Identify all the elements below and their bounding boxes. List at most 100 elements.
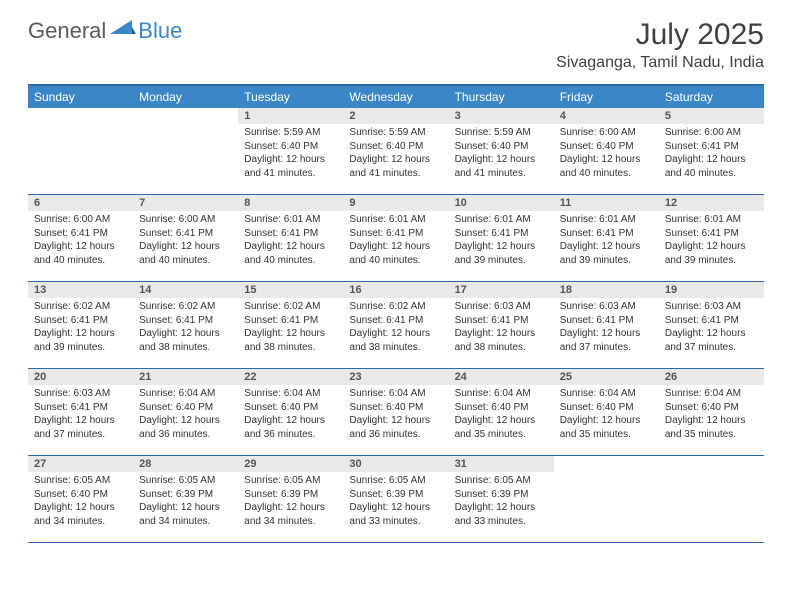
sunset-text: Sunset: 6:39 PM (244, 488, 337, 502)
daylight-text: Daylight: 12 hours and 35 minutes. (455, 414, 548, 441)
daylight-text: Daylight: 12 hours and 37 minutes. (665, 327, 758, 354)
daylight-text: Daylight: 12 hours and 41 minutes. (244, 153, 337, 180)
sunrise-text: Sunrise: 6:00 AM (139, 213, 232, 227)
day-cell: 5Sunrise: 6:00 AMSunset: 6:41 PMDaylight… (659, 108, 764, 194)
daylight-text: Daylight: 12 hours and 40 minutes. (560, 153, 653, 180)
sunrise-text: Sunrise: 6:02 AM (139, 300, 232, 314)
sunset-text: Sunset: 6:40 PM (244, 140, 337, 154)
day-number: 28 (133, 456, 238, 472)
title-block: July 2025 Sivaganga, Tamil Nadu, India (556, 18, 764, 72)
sunrise-text: Sunrise: 6:03 AM (34, 387, 127, 401)
day-cell (659, 456, 764, 542)
day-number: 14 (133, 282, 238, 298)
day-number: 11 (554, 195, 659, 211)
sunrise-text: Sunrise: 6:00 AM (665, 126, 758, 140)
day-body: Sunrise: 6:03 AMSunset: 6:41 PMDaylight:… (28, 385, 133, 445)
sunset-text: Sunset: 6:41 PM (455, 227, 548, 241)
day-body: Sunrise: 6:05 AMSunset: 6:40 PMDaylight:… (28, 472, 133, 532)
daylight-text: Daylight: 12 hours and 36 minutes. (349, 414, 442, 441)
day-body: Sunrise: 6:05 AMSunset: 6:39 PMDaylight:… (133, 472, 238, 532)
sunset-text: Sunset: 6:40 PM (244, 401, 337, 415)
sunset-text: Sunset: 6:41 PM (349, 227, 442, 241)
day-body: Sunrise: 6:01 AMSunset: 6:41 PMDaylight:… (554, 211, 659, 271)
day-number: 29 (238, 456, 343, 472)
sunset-text: Sunset: 6:40 PM (139, 401, 232, 415)
day-header-cell: Thursday (449, 86, 554, 108)
week-row: 6Sunrise: 6:00 AMSunset: 6:41 PMDaylight… (28, 195, 764, 282)
day-cell: 14Sunrise: 6:02 AMSunset: 6:41 PMDayligh… (133, 282, 238, 368)
day-body: Sunrise: 6:04 AMSunset: 6:40 PMDaylight:… (659, 385, 764, 445)
day-cell: 15Sunrise: 6:02 AMSunset: 6:41 PMDayligh… (238, 282, 343, 368)
day-body: Sunrise: 6:04 AMSunset: 6:40 PMDaylight:… (343, 385, 448, 445)
day-header-cell: Tuesday (238, 86, 343, 108)
day-number: 24 (449, 369, 554, 385)
daylight-text: Daylight: 12 hours and 41 minutes. (455, 153, 548, 180)
day-body: Sunrise: 6:02 AMSunset: 6:41 PMDaylight:… (238, 298, 343, 358)
day-number: 18 (554, 282, 659, 298)
day-header-cell: Friday (554, 86, 659, 108)
daylight-text: Daylight: 12 hours and 39 minutes. (560, 240, 653, 267)
day-body: Sunrise: 6:01 AMSunset: 6:41 PMDaylight:… (659, 211, 764, 271)
day-body: Sunrise: 6:05 AMSunset: 6:39 PMDaylight:… (449, 472, 554, 532)
sunset-text: Sunset: 6:40 PM (349, 401, 442, 415)
daylight-text: Daylight: 12 hours and 35 minutes. (560, 414, 653, 441)
day-number (28, 108, 133, 124)
sunset-text: Sunset: 6:41 PM (34, 401, 127, 415)
daylight-text: Daylight: 12 hours and 36 minutes. (139, 414, 232, 441)
day-number: 16 (343, 282, 448, 298)
day-cell: 29 Sunrise: 6:05 AMSunset: 6:39 PMDayligh… (238, 456, 343, 542)
day-number: 7 (133, 195, 238, 211)
day-cell: 24Sunrise: 6:04 AMSunset: 6:40 PMDayligh… (449, 369, 554, 455)
sunrise-text: Sunrise: 6:05 AM (244, 474, 337, 488)
logo-text-blue: Blue (138, 18, 182, 44)
day-body: Sunrise: 6:04 AMSunset: 6:40 PMDaylight:… (238, 385, 343, 445)
week-row: 1Sunrise: 5:59 AMSunset: 6:40 PMDaylight… (28, 108, 764, 195)
sunrise-text: Sunrise: 6:00 AM (560, 126, 653, 140)
sunset-text: Sunset: 6:40 PM (349, 140, 442, 154)
day-number: 5 (659, 108, 764, 124)
daylight-text: Daylight: 12 hours and 40 minutes. (244, 240, 337, 267)
day-number: 31 (449, 456, 554, 472)
daylight-text: Daylight: 12 hours and 38 minutes. (455, 327, 548, 354)
sunset-text: Sunset: 6:41 PM (34, 314, 127, 328)
week-row: 20Sunrise: 6:03 AMSunset: 6:41 PMDayligh… (28, 369, 764, 456)
sunset-text: Sunset: 6:40 PM (560, 140, 653, 154)
sunset-text: Sunset: 6:40 PM (455, 140, 548, 154)
daylight-text: Daylight: 12 hours and 38 minutes. (139, 327, 232, 354)
daylight-text: Daylight: 12 hours and 36 minutes. (244, 414, 337, 441)
sunrise-text: Sunrise: 6:01 AM (349, 213, 442, 227)
day-number: 30 (343, 456, 448, 472)
day-cell: 22Sunrise: 6:04 AMSunset: 6:40 PMDayligh… (238, 369, 343, 455)
daylight-text: Daylight: 12 hours and 40 minutes. (349, 240, 442, 267)
sunrise-text: Sunrise: 6:01 AM (560, 213, 653, 227)
sunrise-text: Sunrise: 6:03 AM (665, 300, 758, 314)
sunrise-text: Sunrise: 6:01 AM (665, 213, 758, 227)
day-header-cell: Monday (133, 86, 238, 108)
week-row: 27Sunrise: 6:05 AMSunset: 6:40 PMDayligh… (28, 456, 764, 543)
day-cell: 30Sunrise: 6:05 AMSunset: 6:39 PMDayligh… (343, 456, 448, 542)
day-body: Sunrise: 5:59 AMSunset: 6:40 PMDaylight:… (238, 124, 343, 184)
day-cell: 1Sunrise: 5:59 AMSunset: 6:40 PMDaylight… (238, 108, 343, 194)
sunset-text: Sunset: 6:40 PM (560, 401, 653, 415)
day-number: 10 (449, 195, 554, 211)
day-cell: 7Sunrise: 6:00 AMSunset: 6:41 PMDaylight… (133, 195, 238, 281)
day-body: Sunrise: 6:04 AMSunset: 6:40 PMDaylight:… (554, 385, 659, 445)
day-number: 22 (238, 369, 343, 385)
day-body: Sunrise: 6:00 AMSunset: 6:41 PMDaylight:… (133, 211, 238, 271)
day-body: Sunrise: 6:00 AMSunset: 6:40 PMDaylight:… (554, 124, 659, 184)
sunrise-text: Sunrise: 5:59 AM (244, 126, 337, 140)
day-cell (28, 108, 133, 194)
sunrise-text: Sunrise: 6:03 AM (560, 300, 653, 314)
day-cell: 23Sunrise: 6:04 AMSunset: 6:40 PMDayligh… (343, 369, 448, 455)
sunset-text: Sunset: 6:40 PM (455, 401, 548, 415)
day-number: 26 (659, 369, 764, 385)
day-cell: 26Sunrise: 6:04 AMSunset: 6:40 PMDayligh… (659, 369, 764, 455)
week-row: 13Sunrise: 6:02 AMSunset: 6:41 PMDayligh… (28, 282, 764, 369)
sunset-text: Sunset: 6:41 PM (34, 227, 127, 241)
day-body: Sunrise: 6:04 AMSunset: 6:40 PMDaylight:… (449, 385, 554, 445)
logo-text-general: General (28, 18, 106, 44)
daylight-text: Daylight: 12 hours and 34 minutes. (244, 501, 337, 528)
daylight-text: Daylight: 12 hours and 41 minutes. (349, 153, 442, 180)
day-body: Sunrise: 6:00 AMSunset: 6:41 PMDaylight:… (659, 124, 764, 184)
sunrise-text: Sunrise: 6:05 AM (139, 474, 232, 488)
